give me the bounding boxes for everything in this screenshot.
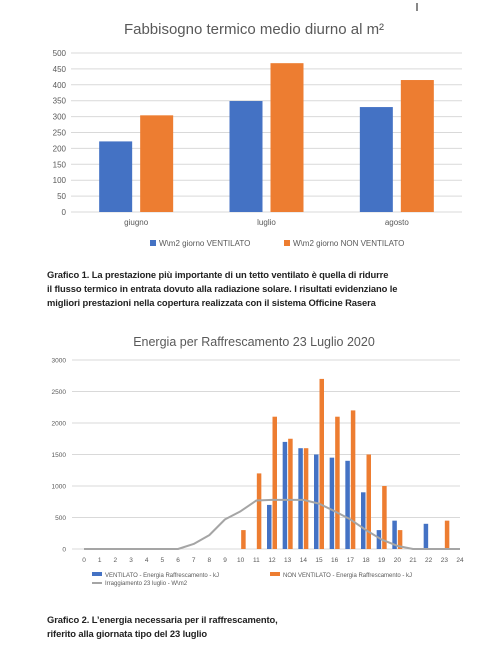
caption-grafico-1: Grafico 1. La prestazione più importante… — [47, 268, 467, 310]
chart-fabbisogno-termico: Fabbisogno termico medio diurno al m² 0 50… — [38, 10, 470, 264]
chart2-bar-non-ventilato — [241, 530, 246, 549]
chart2-y-tick-label: 500 — [55, 515, 66, 522]
chart2-bar-non-ventilato — [350, 410, 356, 549]
chart2-legend-label-irraggiamento: Irraggiamento 23 luglio - W\m2 — [105, 581, 188, 587]
caption-2-line-2: riferito alla giornata tipo del 23 lugli… — [47, 628, 207, 639]
chart2-bar-non-ventilato — [272, 416, 277, 549]
caption-1-line-2: il flusso termico in entrata dovuto alla… — [47, 283, 398, 294]
chart2-y-tick-label: 0 — [62, 547, 66, 554]
chart2-x-tick-label: 9 — [223, 557, 227, 564]
chart2-x-tick-label: 20 — [394, 557, 402, 564]
chart2-bar-non-ventilato — [444, 520, 450, 549]
chart1-y-tick-label: 450 — [53, 65, 67, 74]
chart2-bar-non-ventilato — [335, 416, 340, 549]
chart2-x-tick-label: 6 — [176, 557, 180, 564]
chart1-bar-non-ventilato — [140, 115, 174, 212]
chart2-y-tick-label: 2000 — [52, 421, 67, 428]
chart2-bar-ventilato — [392, 520, 397, 549]
chart2-bar-non-ventilato — [288, 438, 293, 549]
chart1-legend-swatch-non-ventilato — [284, 240, 290, 246]
chart2-y-tick-label: 1500 — [52, 452, 67, 459]
chart2-y-tick-label: 3000 — [52, 358, 67, 365]
chart2-x-tick-label: 23 — [441, 557, 449, 564]
chart1-legend-swatch-ventilato — [150, 240, 156, 246]
chart1-y-tick-label: 100 — [53, 176, 67, 185]
chart2-bar-ventilato — [376, 530, 382, 549]
caption-2-line-1: Grafico 2. L’energia necessaria per il r… — [47, 614, 278, 625]
chart1-x-tick-label: luglio — [257, 218, 276, 227]
chart2-x-tick-label: 10 — [237, 557, 245, 564]
chart1-bar-ventilato — [99, 141, 133, 212]
chart2-bar-ventilato — [423, 523, 429, 549]
chart2-x-tick-label: 19 — [378, 557, 386, 564]
chart2-bar-non-ventilato — [366, 454, 371, 549]
chart2-bar-ventilato — [345, 460, 350, 549]
chart1-y-tick-label: 300 — [53, 113, 67, 122]
chart2-x-tick-label: 4 — [145, 557, 149, 564]
chart1-y-tick-label: 200 — [53, 144, 67, 153]
chart1-bar-ventilato — [359, 107, 393, 212]
chart1-bar-ventilato — [229, 101, 263, 212]
chart2-title: Energia per Raffrescamento 23 Luglio 202… — [133, 335, 375, 349]
chart2-bar-ventilato — [361, 492, 366, 549]
chart2-bar-ventilato — [282, 441, 288, 549]
chart1-x-tick-label: giugno — [124, 218, 149, 227]
chart2-x-tick-label: 15 — [315, 557, 323, 564]
chart1-y-tick-label: 350 — [53, 97, 67, 106]
chart2-bar-ventilato — [314, 454, 319, 549]
chart2-x-tick-label: 3 — [129, 557, 133, 564]
chart2-x-tick-label: 24 — [456, 557, 464, 564]
chart2-x-tick-label: 5 — [161, 557, 165, 564]
chart2-legend-label-ventilato: VENTILATO - Energia Raffrescamento - kJ — [105, 573, 219, 579]
chart2-x-tick-label: 1 — [98, 557, 102, 564]
chart1-y-tick-label: 150 — [53, 160, 67, 169]
chart2-y-tick-label: 2500 — [52, 389, 67, 396]
chart1-y-tick-label: 250 — [53, 129, 67, 138]
caption-1-line-3: migliori prestazioni nella copertura rea… — [47, 297, 376, 308]
page-mark — [416, 3, 418, 11]
chart-energia-raffrescamento: Energia per Raffrescamento 23 Luglio 202… — [38, 330, 470, 588]
chart2-bar-ventilato — [267, 504, 272, 549]
chart1-y-tick-label: 500 — [53, 49, 67, 58]
chart1-bar-non-ventilato — [400, 80, 434, 212]
caption-1-line-1: Grafico 1. La prestazione più importante… — [47, 269, 389, 280]
chart2-legend-swatch-non-ventilato — [270, 572, 280, 576]
chart1-legend-label-non-ventilato: W\m2 giorno NON VENTILATO — [293, 239, 404, 248]
chart2-x-tick-label: 21 — [409, 557, 417, 564]
chart2-line-irraggiamento — [84, 498, 460, 550]
chart2-x-tick-label: 22 — [425, 557, 433, 564]
chart2-x-tick-label: 2 — [114, 557, 118, 564]
chart2-x-tick-label: 16 — [331, 557, 339, 564]
chart2-x-tick-label: 13 — [284, 557, 292, 564]
chart2-bar-ventilato — [298, 448, 303, 549]
chart2-bar-ventilato — [329, 457, 335, 549]
chart2-bar-non-ventilato — [397, 530, 403, 549]
chart2-legend-swatch-ventilato — [92, 572, 102, 576]
chart2-x-tick-label: 8 — [208, 557, 212, 564]
chart2-x-tick-label: 17 — [347, 557, 355, 564]
chart2-bar-non-ventilato — [256, 473, 262, 549]
chart1-bar-non-ventilato — [270, 63, 304, 213]
chart2-bar-non-ventilato — [303, 448, 309, 549]
chart2-x-tick-label: 11 — [253, 557, 260, 564]
chart2-x-tick-label: 14 — [300, 557, 308, 564]
caption-grafico-2: Grafico 2. L’energia necessaria per il r… — [47, 613, 467, 641]
chart2-x-tick-label: 18 — [362, 557, 370, 564]
chart2-legend-label-non-ventilato: NON VENTILATO - Energia Raffrescamento -… — [283, 573, 412, 579]
chart2-y-tick-label: 1000 — [52, 484, 67, 491]
chart2-x-tick-label: 0 — [82, 557, 86, 564]
chart2-bar-non-ventilato — [319, 378, 324, 549]
chart1-legend-label-ventilato: W\m2 giorno VENTILATO — [159, 239, 250, 248]
chart1-svg: Fabbisogno termico medio diurno al m² 0 50… — [53, 21, 462, 248]
chart1-title: Fabbisogno termico medio diurno al m² — [124, 21, 384, 38]
chart1-y-tick-label: 50 — [57, 192, 66, 201]
chart2-x-tick-label: 7 — [192, 557, 196, 564]
chart2-bar-non-ventilato — [382, 486, 387, 549]
chart2-svg: Energia per Raffrescamento 23 Luglio 202… — [52, 335, 464, 587]
chart1-y-tick-label: 400 — [53, 81, 67, 90]
chart1-y-tick-label: 0 — [62, 208, 67, 217]
chart1-x-tick-label: agosto — [385, 218, 410, 227]
chart2-x-tick-label: 12 — [268, 557, 276, 564]
